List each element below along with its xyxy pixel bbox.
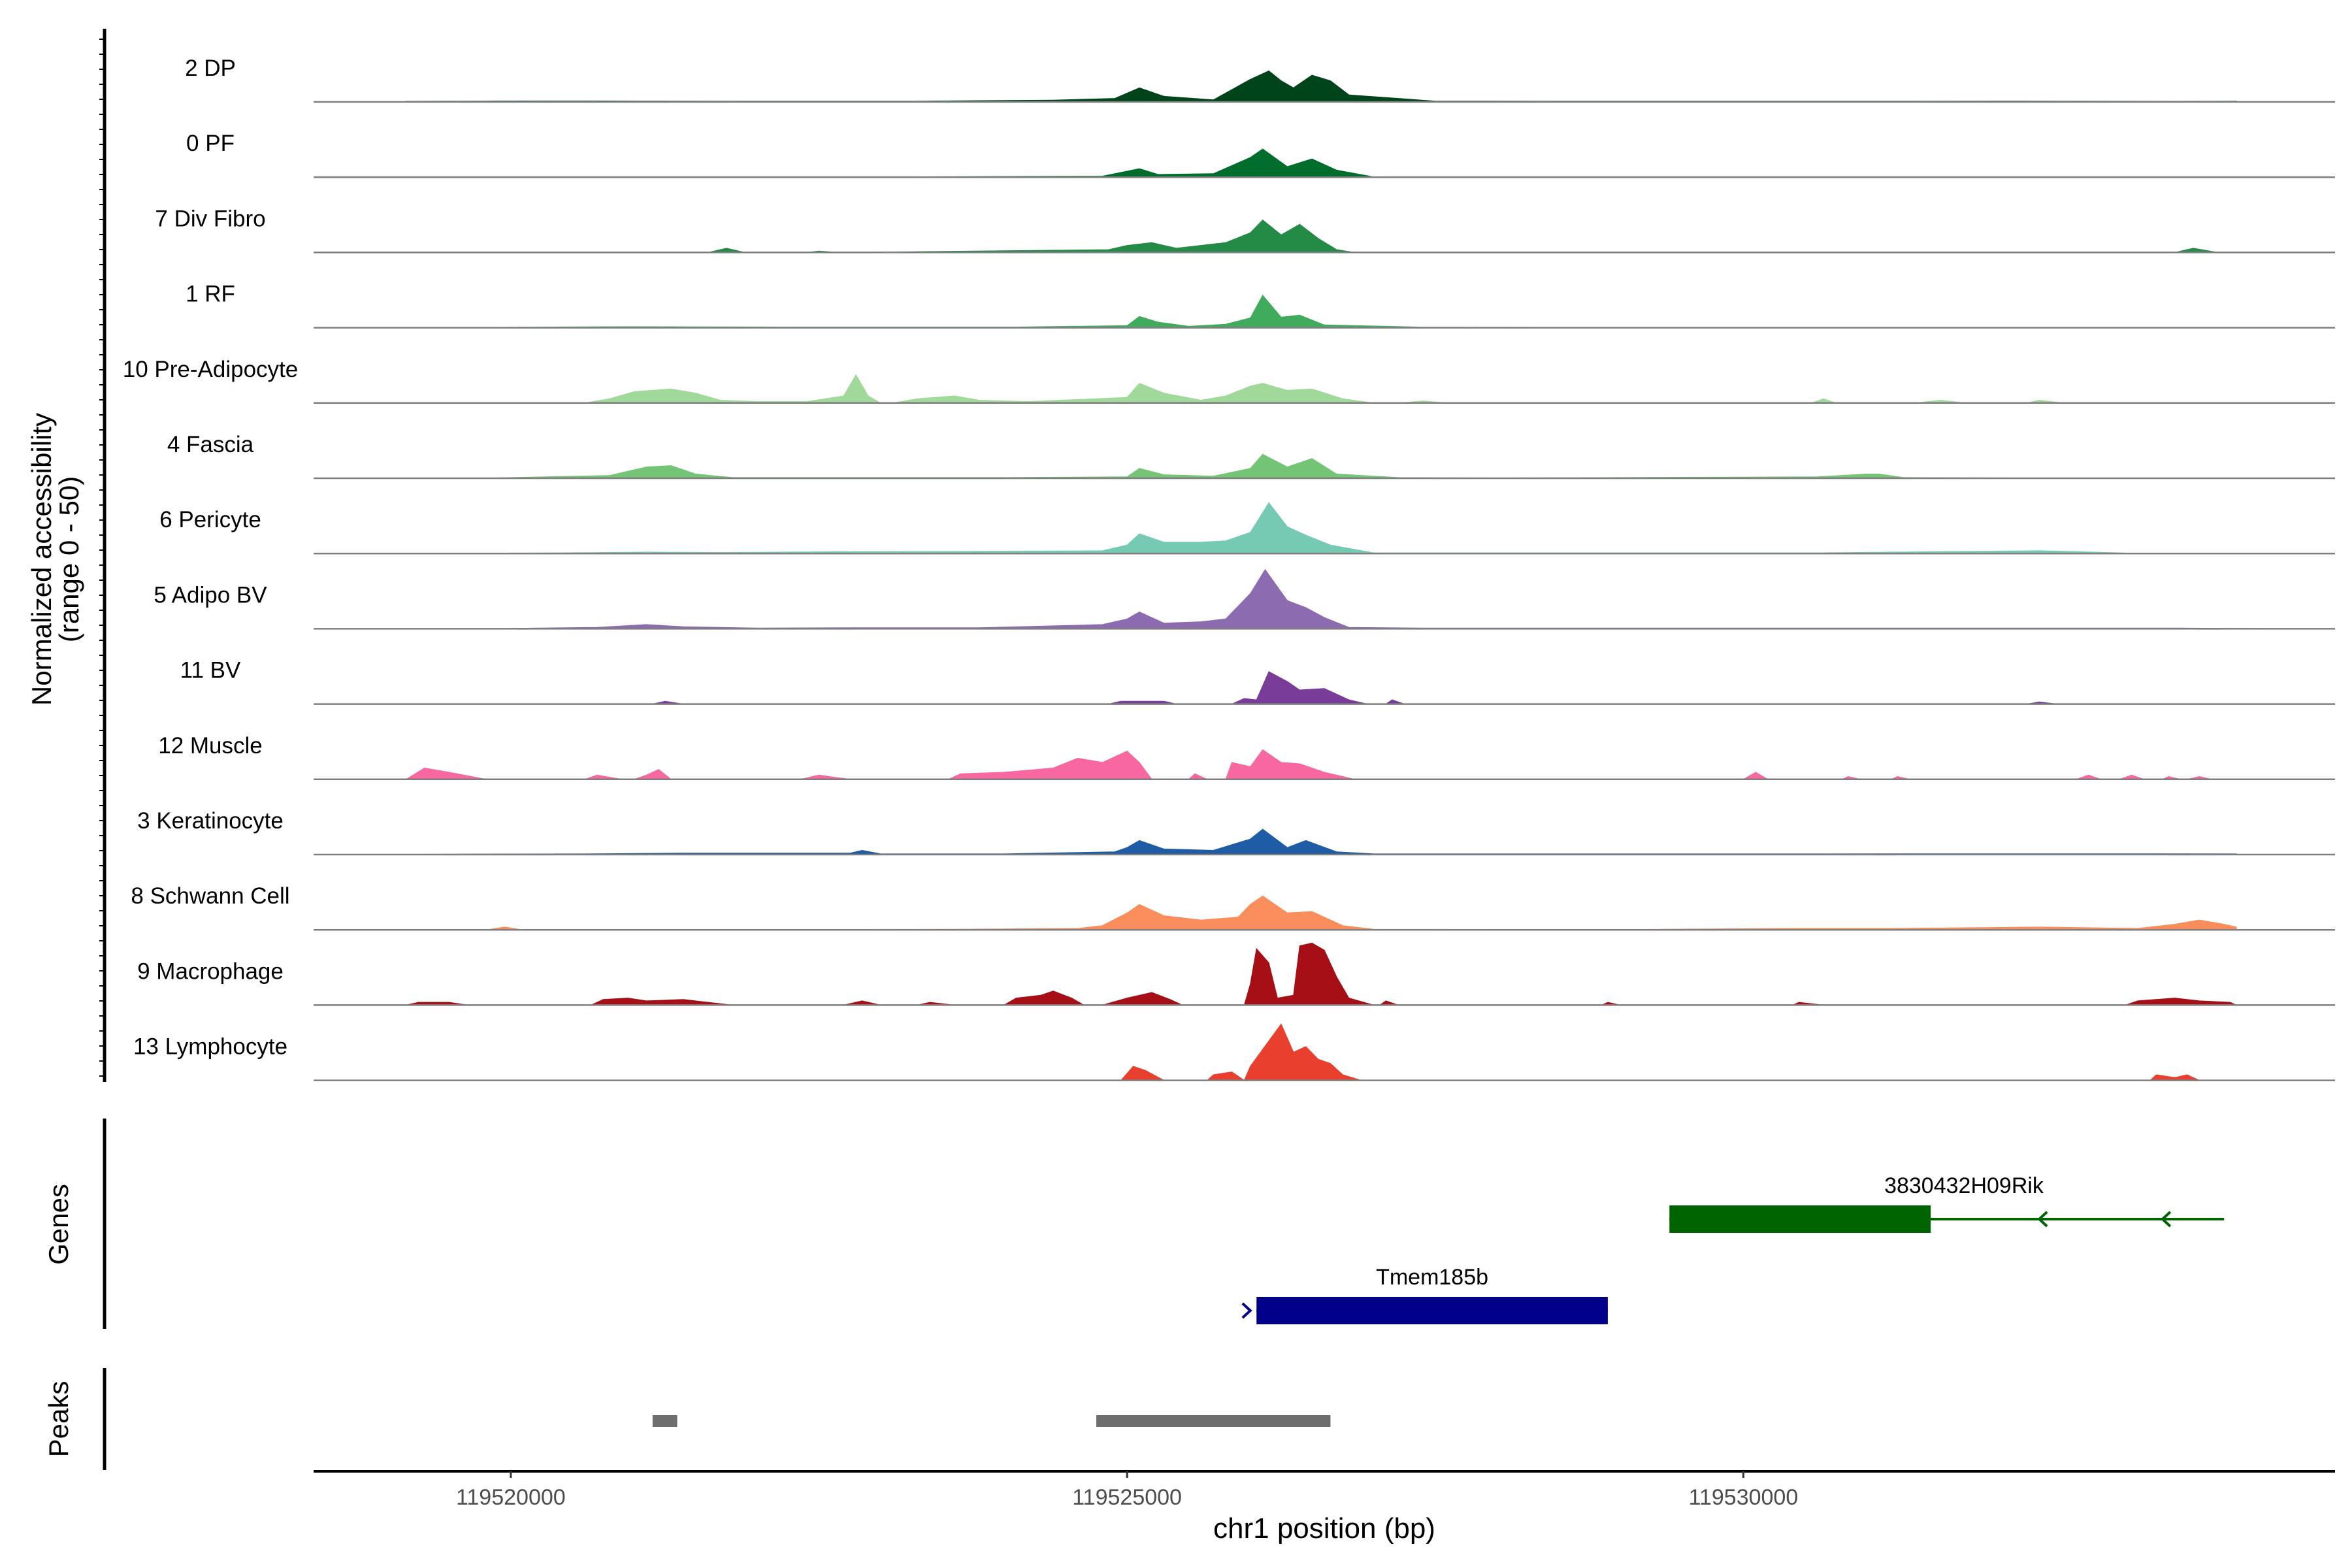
track: 3 Keratinocyte	[137, 808, 2335, 856]
track-label: 2 DP	[185, 56, 236, 81]
track: 5 Adipo BV	[154, 568, 2335, 630]
x-axis-label: chr1 position (bp)	[1213, 1512, 1435, 1544]
gene: 3830432H09Rik	[1669, 1173, 2225, 1233]
gene-label: 3830432H09Rik	[1884, 1173, 2044, 1198]
genes-panel: 3830432H09Rik Tmem185b	[1241, 1173, 2225, 1324]
track: 13 Lymphocyte	[133, 1023, 2335, 1081]
track: 4 Fascia	[167, 432, 2335, 480]
track-area	[510, 568, 2262, 629]
track-area	[1120, 1023, 2200, 1081]
track-label: 7 Div Fibro	[155, 206, 265, 231]
x-tick-label: 119530000	[1689, 1485, 1799, 1510]
track: 6 Pericyte	[159, 502, 2335, 555]
tracks-y-axis-ticks	[99, 39, 105, 1077]
track-area	[406, 942, 2237, 1005]
track-label: 11 BV	[180, 658, 241, 683]
track-area	[510, 148, 2089, 178]
peak-bar	[652, 1415, 678, 1427]
track-label: 9 Macrophage	[137, 958, 284, 984]
track-area	[406, 70, 2237, 103]
track-label: 6 Pericyte	[159, 507, 261, 532]
track-label: 0 PF	[186, 131, 235, 156]
accessibility-tracks: 2 DP 0 PF 7 Div Fibro 1 RF 10 Pre-Adipocyte 4…	[123, 56, 2335, 1081]
track-label: 8 Schwann Cell	[131, 883, 289, 909]
track-label: 3 Keratinocyte	[137, 808, 284, 834]
track: 12 Muscle	[158, 733, 2335, 781]
track-label: 1 RF	[186, 282, 235, 307]
track-area	[485, 453, 2052, 479]
track: 11 BV	[180, 658, 2335, 705]
track-area	[399, 828, 2237, 855]
peaks-panel-label: Peaks	[43, 1381, 74, 1458]
y-axis-sublabel: (range 0 - 50)	[54, 476, 84, 642]
track-label: 5 Adipo BV	[154, 582, 267, 608]
y-axis-label: Normalized accessibility	[26, 413, 57, 706]
track: 10 Pre-Adipocyte	[123, 357, 2335, 404]
x-tick-label: 119525000	[1072, 1485, 1182, 1510]
track-area	[708, 220, 2218, 253]
track-area	[652, 671, 2058, 705]
track-area	[486, 895, 2237, 930]
track-area	[473, 502, 2126, 554]
gene-label: Tmem185b	[1376, 1265, 1488, 1290]
strand-arrow	[1241, 1302, 1252, 1319]
strand-arrow	[2160, 1211, 2172, 1228]
track-label: 10 Pre-Adipocyte	[123, 357, 298, 382]
track-area	[404, 749, 2212, 780]
track: 7 Div Fibro	[155, 206, 2335, 253]
track-area	[473, 295, 2065, 329]
gene-exon	[1669, 1205, 1931, 1233]
peaks-panel	[652, 1415, 1331, 1427]
track-label: 4 Fascia	[167, 432, 254, 457]
track: 2 DP	[185, 56, 2335, 103]
genes-panel-label: Genes	[43, 1184, 74, 1265]
x-tick-label: 119520000	[456, 1485, 566, 1510]
track: 9 Macrophage	[137, 942, 2335, 1006]
track-area	[584, 374, 2065, 404]
track-label: 12 Muscle	[158, 733, 263, 759]
peak-bar	[1096, 1415, 1331, 1427]
gene: Tmem185b	[1241, 1265, 1608, 1324]
track: 1 RF	[186, 282, 2335, 329]
track: 8 Schwann Cell	[131, 883, 2335, 931]
track-label: 13 Lymphocyte	[133, 1034, 287, 1060]
gene-exon	[1256, 1297, 1608, 1324]
track: 0 PF	[186, 131, 2335, 178]
strand-arrow	[2037, 1211, 2048, 1228]
x-axis-ticks: 119520000 119525000 119530000	[456, 1471, 1798, 1510]
